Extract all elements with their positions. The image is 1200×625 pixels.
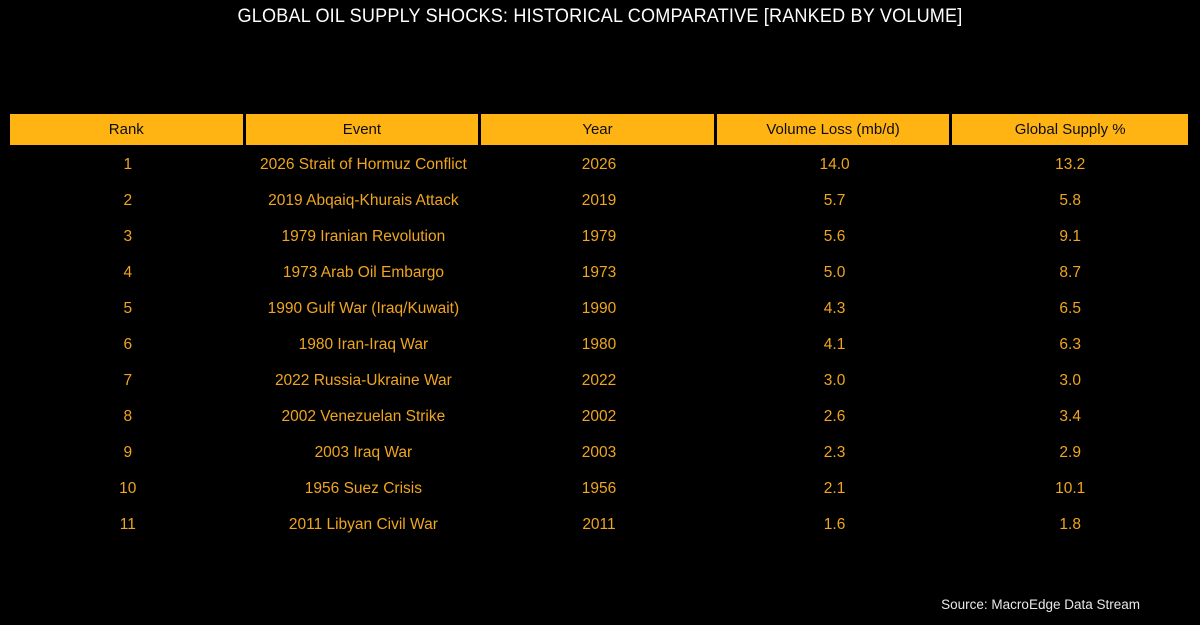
event-cell: 1980 Iran-Iraq War: [298, 336, 429, 353]
rank-cell: 10: [119, 480, 137, 497]
rank-cell: 3: [123, 228, 133, 245]
volume-loss-cell: 5.0: [823, 264, 846, 281]
volume-loss-cell: 2.6: [823, 408, 846, 425]
volume-loss-cell: 3.0: [823, 372, 846, 389]
year-cell: 2026: [581, 156, 617, 173]
column-header-year: Year: [481, 114, 717, 145]
volume-loss-cell: 4.1: [823, 336, 846, 353]
event-cell: 1956 Suez Crisis: [304, 480, 422, 497]
volume-loss-cell: 2.3: [823, 444, 846, 461]
volume-loss-cell: 5.7: [823, 192, 846, 209]
oil-supply-shocks-table: Rank Event Year Volume Loss (mb/d) Globa…: [10, 114, 1188, 543]
year-cell: 1956: [581, 480, 617, 497]
year-cell: 2022: [581, 372, 617, 389]
global-supply-cell: 10.1: [1055, 480, 1086, 497]
volume-loss-cell: 2.1: [823, 480, 846, 497]
rank-cell: 7: [123, 372, 133, 389]
volume-loss-cell: 14.0: [819, 156, 850, 173]
global-supply-cell: 5.8: [1059, 192, 1081, 209]
table-row: 7 2022 Russia-Ukraine War 2022 3.0 3.0: [10, 363, 1188, 399]
rank-cell: 4: [123, 264, 133, 281]
event-cell: 2002 Venezuelan Strike: [281, 408, 446, 425]
volume-loss-cell: 4.3: [823, 300, 846, 317]
global-supply-cell: 6.5: [1059, 300, 1081, 317]
global-supply-cell: 8.7: [1059, 264, 1081, 281]
year-cell: 2003: [581, 444, 617, 461]
table-row: 9 2003 Iraq War 2003 2.3 2.9: [10, 435, 1188, 471]
event-cell: 2022 Russia-Ukraine War: [274, 372, 452, 389]
rank-cell: 2: [123, 192, 133, 209]
column-header-volume-loss: Volume Loss (mb/d): [717, 114, 953, 145]
year-cell: 1980: [581, 336, 617, 353]
year-cell: 2002: [581, 408, 617, 425]
table-body: 1 2026 Strait of Hormuz Conflict 2026 14.0 1…: [10, 145, 1188, 543]
year-cell: 1990: [581, 300, 617, 317]
event-cell: 2019 Abqaiq-Khurais Attack: [268, 192, 459, 209]
table-row: 11 2011 Libyan Civil War 2011 1.6 1.8: [10, 507, 1188, 543]
rank-cell: 9: [123, 444, 133, 461]
event-cell: 1990 Gulf War (Iraq/Kuwait): [267, 300, 460, 317]
year-cell: 1979: [581, 228, 617, 245]
volume-loss-cell: 1.6: [823, 516, 846, 533]
global-supply-cell: 3.0: [1059, 372, 1081, 389]
event-cell: 2003 Iraq War: [314, 444, 413, 461]
table-row: 6 1980 Iran-Iraq War 1980 4.1 6.3: [10, 327, 1188, 363]
global-supply-cell: 1.8: [1059, 516, 1081, 533]
column-header-event: Event: [246, 114, 482, 145]
table-row: 3 1979 Iranian Revolution 1979 5.6 9.1: [10, 219, 1188, 255]
table-header-row: Rank Event Year Volume Loss (mb/d) Globa…: [10, 114, 1188, 145]
rank-cell: 8: [123, 408, 133, 425]
rank-cell: 5: [123, 300, 133, 317]
volume-loss-cell: 5.6: [823, 228, 846, 245]
table-row: 2 2019 Abqaiq-Khurais Attack 2019 5.7 5.8: [10, 183, 1188, 219]
column-header-rank: Rank: [10, 114, 246, 145]
event-cell: 1979 Iranian Revolution: [281, 228, 446, 245]
table-row: 10 1956 Suez Crisis 1956 2.1 10.1: [10, 471, 1188, 507]
page-title: GLOBAL OIL SUPPLY SHOCKS: HISTORICAL COM…: [237, 6, 963, 27]
year-cell: 1973: [581, 264, 617, 281]
rank-cell: 6: [123, 336, 133, 353]
global-supply-cell: 3.4: [1059, 408, 1081, 425]
table-row: 1 2026 Strait of Hormuz Conflict 2026 14.0 1…: [10, 147, 1188, 183]
global-supply-cell: 6.3: [1059, 336, 1081, 353]
table-row: 4 1973 Arab Oil Embargo 1973 5.0 8.7: [10, 255, 1188, 291]
year-cell: 2011: [582, 516, 616, 533]
table-row: 8 2002 Venezuelan Strike 2002 2.6 3.4: [10, 399, 1188, 435]
rank-cell: 1: [123, 156, 133, 173]
global-supply-cell: 9.1: [1059, 228, 1081, 245]
event-cell: 1973 Arab Oil Embargo: [282, 264, 444, 281]
global-supply-cell: 13.2: [1055, 156, 1086, 173]
year-cell: 2019: [581, 192, 617, 209]
rank-cell: 11: [119, 516, 136, 533]
event-cell: 2026 Strait of Hormuz Conflict: [260, 156, 467, 173]
table-row: 5 1990 Gulf War (Iraq/Kuwait) 1990 4.3 6.5: [10, 291, 1188, 327]
global-supply-cell: 2.9: [1059, 444, 1081, 461]
column-header-global-supply: Global Supply %: [1014, 121, 1126, 138]
event-cell: 2011 Libyan Civil War: [288, 516, 438, 533]
source-credit: Source: MacroEdge Data Stream: [941, 597, 1140, 612]
